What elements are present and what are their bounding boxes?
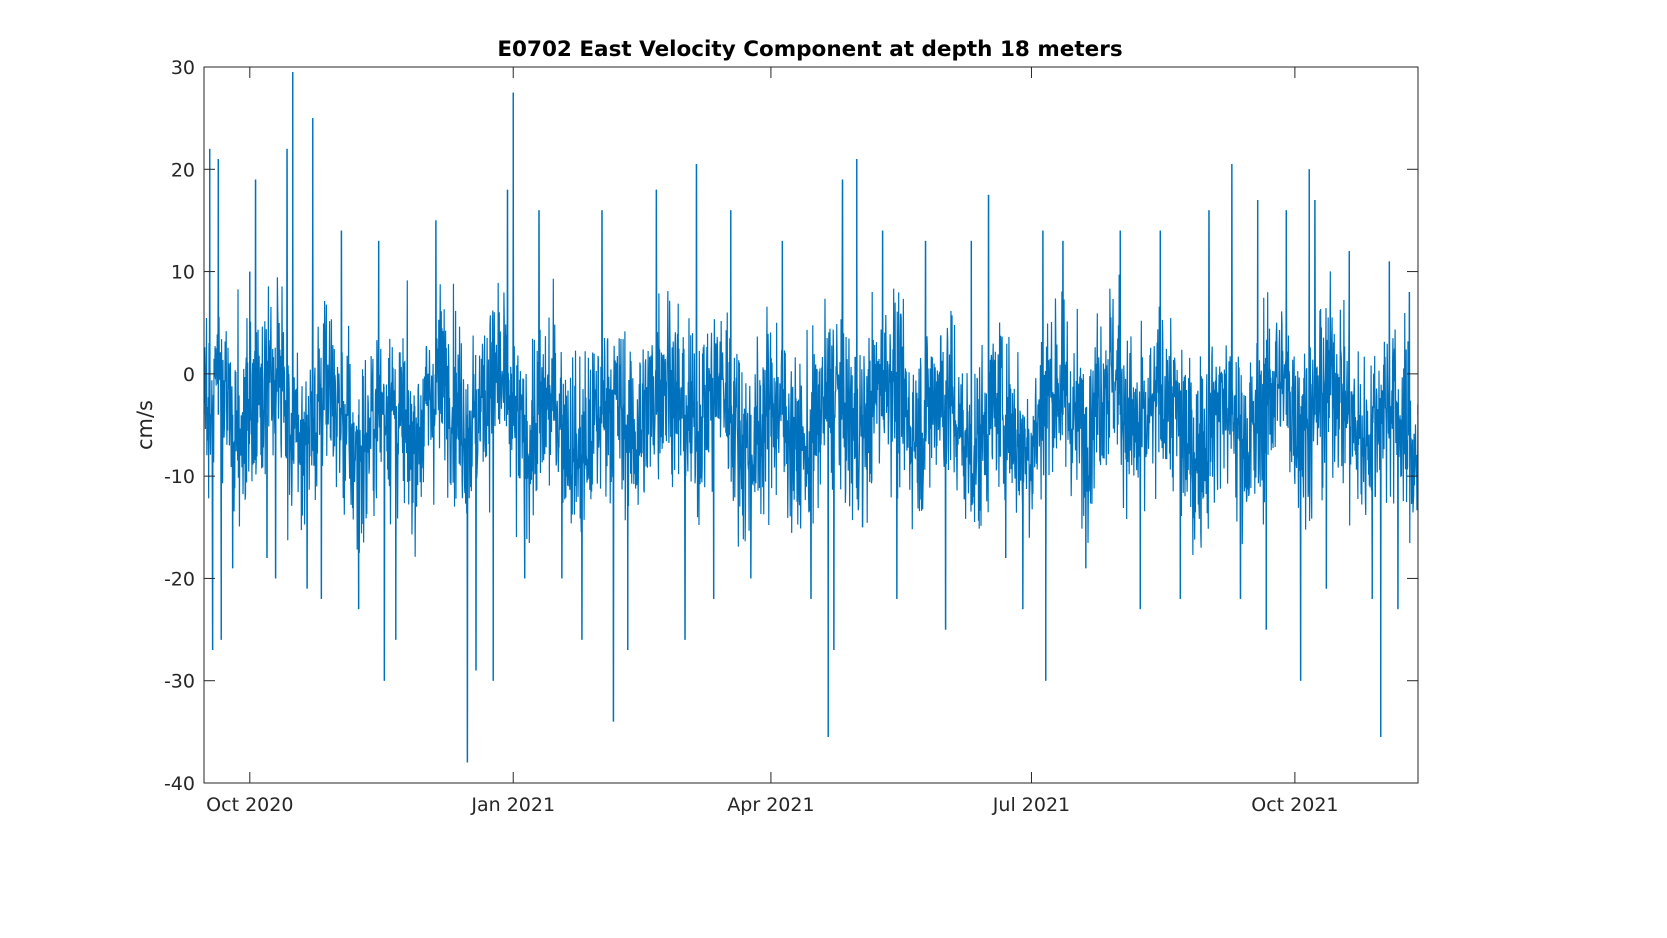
x-tick-label: Apr 2021 — [727, 794, 814, 816]
tick-layer: 30 20 10 0 -10 -20 -30 -40 Oct 2020 Jan 2021 Apr 2… — [164, 57, 1418, 816]
y-axis-label: cm/s — [133, 400, 157, 450]
y-tick-label: -20 — [164, 568, 195, 590]
y-tick-label: 10 — [171, 262, 195, 284]
x-tick-label: Jan 2021 — [470, 794, 555, 816]
chart-title: E0702 East Velocity Component at depth 1… — [497, 37, 1122, 62]
y-tick-label: -10 — [164, 466, 195, 488]
axes-box — [203, 66, 1419, 784]
y-tick-label: -30 — [164, 671, 195, 693]
velocity-series-line — [204, 72, 1418, 763]
y-tick-label: 30 — [171, 57, 195, 79]
series-layer — [204, 72, 1418, 763]
x-tick-label: Oct 2020 — [206, 794, 293, 816]
y-tick-label: -40 — [164, 773, 195, 795]
y-tick-label: 20 — [171, 159, 195, 181]
y-tick-label: 0 — [183, 364, 195, 386]
x-tick-label: Jul 2021 — [992, 794, 1070, 816]
x-tick-label: Oct 2021 — [1251, 794, 1338, 816]
